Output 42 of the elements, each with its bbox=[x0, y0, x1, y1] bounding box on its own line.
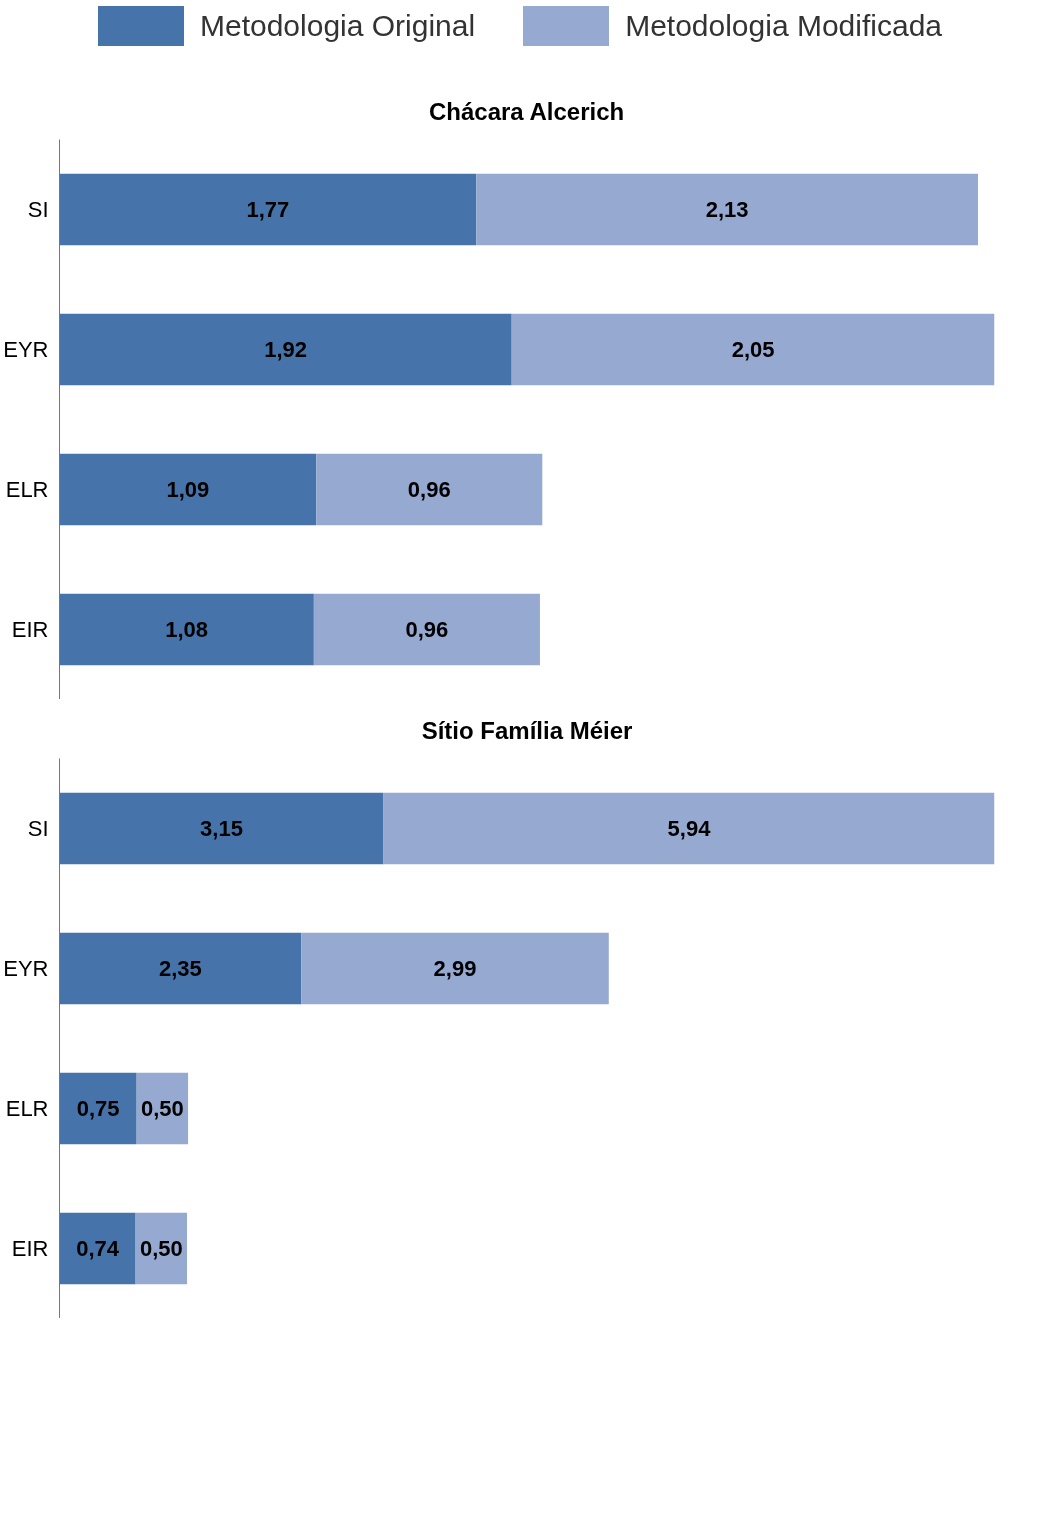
bar bbox=[59, 313, 512, 386]
data-label: 3,15 bbox=[200, 816, 243, 841]
bar bbox=[59, 593, 314, 666]
data-label: 1,09 bbox=[166, 477, 210, 502]
data-label: 2,05 bbox=[731, 337, 775, 362]
y-tick-label: SI bbox=[27, 816, 49, 841]
bar bbox=[59, 1212, 136, 1285]
bar bbox=[511, 313, 995, 386]
bar bbox=[59, 792, 384, 865]
data-label: 5,94 bbox=[667, 816, 712, 841]
data-label: 1,08 bbox=[165, 617, 209, 642]
legend-label: Metodologia Modificada bbox=[625, 8, 943, 44]
y-tick-label: ELR bbox=[5, 1096, 49, 1121]
y-tick-label: EYR bbox=[3, 337, 49, 362]
bar bbox=[476, 173, 979, 246]
data-label: 2,35 bbox=[158, 956, 202, 981]
bar bbox=[316, 453, 543, 526]
data-label: 1,77 bbox=[246, 197, 290, 222]
data-label: 1,92 bbox=[264, 337, 308, 362]
y-tick-label: EIR bbox=[11, 617, 49, 642]
data-label: 0,75 bbox=[76, 1096, 120, 1121]
bar bbox=[59, 932, 302, 1005]
data-label: 2,13 bbox=[705, 197, 749, 222]
data-label: 0,50 bbox=[140, 1096, 184, 1121]
y-tick-label: SI bbox=[27, 197, 49, 222]
y-tick-label: EIR bbox=[11, 1236, 49, 1261]
y-tick-label: ELR bbox=[5, 477, 49, 502]
data-label: 0,50 bbox=[139, 1236, 183, 1261]
bar bbox=[383, 792, 995, 865]
legend-label: Metodologia Original bbox=[199, 8, 476, 44]
bar bbox=[301, 932, 609, 1005]
bar bbox=[59, 1072, 137, 1145]
chart-title: Chácara Alcerich bbox=[428, 97, 625, 125]
bar bbox=[59, 453, 317, 526]
bar bbox=[59, 173, 477, 246]
data-label: 0,96 bbox=[407, 477, 451, 502]
y-tick-label: EYR bbox=[3, 956, 49, 981]
data-label: 0,74 bbox=[76, 1236, 120, 1261]
data-label: 2,99 bbox=[433, 956, 477, 981]
chart-title: Sítio Família Méier bbox=[421, 716, 633, 744]
data-label: 0,96 bbox=[405, 617, 449, 642]
bar bbox=[313, 593, 540, 666]
